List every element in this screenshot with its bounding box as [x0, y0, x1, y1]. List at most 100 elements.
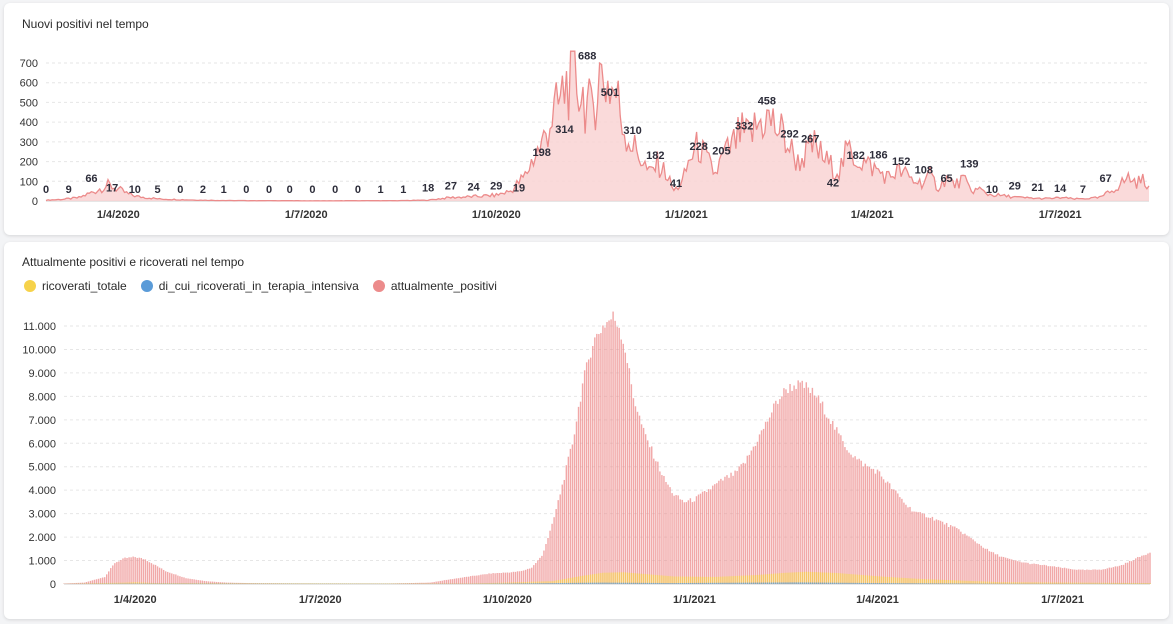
bar-attualmente-positivi — [429, 582, 431, 584]
bar-ricoverati-totale — [565, 578, 568, 584]
bar-terapia-intensiva — [626, 582, 629, 584]
data-label: 27 — [445, 181, 457, 193]
bar-ricoverati-totale — [606, 572, 608, 584]
bar-ricoverati-totale — [1122, 582, 1125, 584]
bar-ricoverati-totale — [990, 581, 993, 584]
data-label: 42 — [827, 178, 839, 190]
bar-ricoverati-totale — [203, 583, 206, 584]
legend-item-ricoverati-totale[interactable]: ricoverati_totale — [24, 279, 127, 293]
bar-ricoverati-totale — [927, 579, 930, 584]
bar-ricoverati-totale — [697, 576, 700, 584]
bar-ricoverati-totale — [1013, 582, 1015, 584]
bar-terapia-intensiva — [791, 582, 793, 584]
bar-terapia-intensiva — [657, 582, 659, 584]
bar-ricoverati-totale — [187, 583, 189, 584]
bar-attualmente-positivi — [1025, 562, 1027, 584]
bar-attualmente-positivi — [1023, 562, 1025, 584]
bar-attualmente-positivi — [642, 427, 645, 584]
bar-terapia-intensiva — [886, 583, 889, 584]
bar-terapia-intensiva — [815, 582, 818, 584]
bar-terapia-intensiva — [598, 582, 600, 584]
bar-ricoverati-totale — [262, 583, 265, 584]
bar-attualmente-positivi — [592, 345, 594, 584]
bar-attualmente-positivi — [101, 577, 104, 584]
bar-attualmente-positivi — [433, 581, 435, 584]
bar-attualmente-positivi — [89, 580, 92, 584]
bar-terapia-intensiva — [854, 582, 856, 584]
data-label: 228 — [690, 141, 708, 153]
legend-label-attualmente-positivi: attualmente_positivi — [390, 279, 497, 293]
bar-ricoverati-totale — [860, 574, 862, 584]
current-positives-title: Attualmente positivi e ricoverati nel te… — [22, 255, 245, 269]
bar-attualmente-positivi — [480, 574, 482, 584]
bar-attualmente-positivi — [203, 580, 206, 584]
bar-terapia-intensiva — [563, 582, 565, 584]
bar-ricoverati-totale — [106, 582, 108, 584]
bar-ricoverati-totale — [679, 576, 681, 584]
y-tick-label: 400 — [20, 117, 38, 129]
bar-attualmente-positivi — [630, 384, 633, 584]
bar-attualmente-positivi — [171, 573, 173, 584]
bar-ricoverati-totale — [1114, 582, 1117, 584]
bar-attualmente-positivi — [821, 401, 824, 584]
bar-ricoverati-totale — [683, 576, 685, 584]
bar-ricoverati-totale — [807, 571, 810, 584]
bar-attualmente-positivi — [209, 581, 212, 584]
current-positives-card: Attualmente positivi e ricoverati nel te… — [4, 242, 1169, 619]
data-label: 267 — [801, 133, 819, 145]
bar-terapia-intensiva — [604, 582, 606, 584]
bar-terapia-intensiva — [592, 582, 594, 584]
data-label: 0 — [243, 184, 249, 196]
bar-attualmente-positivi — [952, 526, 954, 584]
bar-ricoverati-totale — [211, 583, 214, 584]
bar-ricoverati-totale — [380, 583, 382, 584]
bar-attualmente-positivi — [587, 359, 590, 584]
bar-attualmente-positivi — [862, 466, 864, 584]
bar-ricoverati-totale — [880, 576, 883, 584]
bar-attualmente-positivi — [508, 572, 511, 584]
bar-ricoverati-totale — [864, 575, 866, 584]
bar-ricoverati-totale — [954, 580, 956, 584]
data-label: 182 — [847, 150, 865, 162]
bar-ricoverati-totale — [555, 580, 557, 584]
bar-attualmente-positivi — [441, 580, 443, 584]
bar-terapia-intensiva — [848, 582, 850, 584]
bar-ricoverati-totale — [1015, 582, 1017, 584]
bar-ricoverati-totale — [583, 575, 586, 584]
bar-attualmente-positivi — [947, 527, 950, 584]
bar-ricoverati-totale — [695, 576, 698, 584]
bar-attualmente-positivi — [201, 580, 203, 584]
bar-attualmente-positivi — [1094, 569, 1096, 584]
bar-attualmente-positivi — [754, 445, 757, 584]
bar-ricoverati-totale — [587, 574, 590, 584]
bar-ricoverati-totale — [435, 583, 437, 584]
bar-attualmente-positivi — [805, 382, 808, 584]
bar-ricoverati-totale — [213, 583, 216, 584]
bar-ricoverati-totale — [156, 583, 159, 584]
bar-attualmente-positivi — [1015, 560, 1017, 584]
legend-item-terapia-intensiva[interactable]: di_cui_ricoverati_in_terapia_intensiva — [140, 279, 359, 293]
bar-ricoverati-totale — [945, 579, 948, 584]
legend-item-attualmente-positivi[interactable]: attualmente_positivi — [372, 279, 497, 293]
bar-attualmente-positivi — [891, 489, 893, 584]
bar-attualmente-positivi — [996, 554, 999, 584]
bar-ricoverati-totale — [905, 578, 907, 584]
bar-ricoverati-totale — [1031, 582, 1033, 584]
bar-attualmente-positivi — [1063, 567, 1066, 584]
bar-ricoverati-totale — [97, 583, 100, 584]
bar-attualmente-positivi — [1147, 553, 1149, 584]
bar-ricoverati-totale — [164, 583, 167, 584]
bar-terapia-intensiva — [895, 583, 897, 584]
bar-attualmente-positivi — [1039, 564, 1041, 584]
bar-terapia-intensiva — [553, 583, 555, 584]
bar-attualmente-positivi — [917, 512, 919, 584]
bar-ricoverati-totale — [781, 573, 783, 584]
bar-attualmente-positivi — [941, 521, 944, 584]
bar-attualmente-positivi — [463, 577, 466, 584]
bar-ricoverati-totale — [160, 583, 163, 584]
bar-ricoverati-totale — [1025, 582, 1027, 584]
bar-ricoverati-totale — [242, 583, 244, 584]
bar-ricoverati-totale — [89, 583, 92, 584]
bar-attualmente-positivi — [726, 475, 728, 584]
bar-attualmente-positivi — [604, 327, 606, 584]
